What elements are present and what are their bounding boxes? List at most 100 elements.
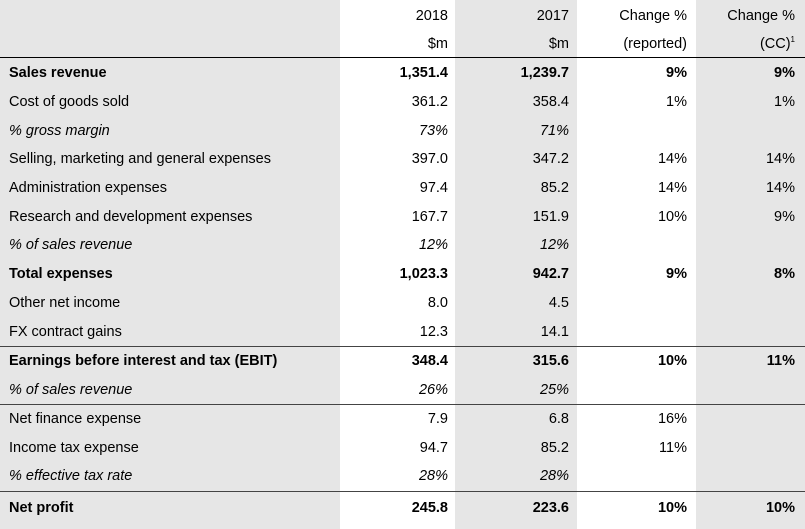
header-row-years: 2018 2017 Change % Change % [0, 2, 805, 31]
header-unit-reported: (reported) [623, 36, 687, 52]
value-2018: 94.7 [419, 440, 448, 456]
value-2017: 14.1 [540, 324, 569, 340]
col-reported-bg [577, 0, 696, 529]
value-2017: 25% [539, 382, 569, 398]
value-2018: 28% [418, 468, 448, 484]
value-2018: 73% [418, 123, 448, 139]
change-cc [696, 289, 795, 318]
value-2017: 71% [539, 123, 569, 139]
table-row: % effective tax rate 28% 28% [0, 462, 805, 491]
change-cc [696, 405, 795, 434]
change-cc: 9% [774, 65, 795, 81]
header-change-cc: Change % [727, 8, 795, 24]
row-label: FX contract gains [9, 324, 122, 340]
value-2018: 12.3 [419, 324, 448, 340]
table-row: Net profit 245.8 223.6 10% 10% [0, 493, 805, 523]
table-row: FX contract gains 12.3 14.1 [0, 318, 805, 347]
change-reported: 14% [657, 151, 687, 167]
table-row: Net finance expense 7.9 6.8 16% [0, 405, 805, 434]
row-label: Research and development expenses [9, 209, 253, 225]
change-cc: 14% [765, 180, 795, 196]
value-2017: 358.4 [532, 94, 569, 110]
table-row: Cost of goods sold 361.2 358.4 1% 1% [0, 88, 805, 117]
row-label: % effective tax rate [9, 468, 133, 484]
table-row: Earnings before interest and tax (EBIT) 3… [0, 347, 805, 376]
value-2017: 85.2 [540, 180, 569, 196]
finance-rule [0, 404, 805, 405]
row-label: Sales revenue [9, 65, 107, 81]
value-2018: 348.4 [411, 353, 448, 369]
value-2017: 85.2 [540, 440, 569, 456]
row-label: Selling, marketing and general expenses [9, 151, 271, 167]
change-cc [696, 376, 795, 405]
value-2017: 28% [539, 468, 569, 484]
table-row: Sales revenue 1,351.4 1,239.7 9% 9% [0, 59, 805, 88]
table-row: Income tax expense 94.7 85.2 11% [0, 434, 805, 463]
change-reported: 1% [666, 94, 687, 110]
row-label: % gross margin [9, 123, 110, 139]
row-label: Total expenses [9, 266, 113, 282]
header-2017: 2017 [536, 8, 569, 24]
col-2017-bg [455, 0, 577, 529]
change-cc [696, 117, 795, 146]
change-cc: 1% [774, 94, 795, 110]
change-reported [577, 376, 687, 405]
table-row: % of sales revenue 12% 12% [0, 231, 805, 260]
change-reported [577, 231, 687, 260]
value-2017: 347.2 [532, 151, 569, 167]
value-2018: 97.4 [419, 180, 448, 196]
change-reported: 14% [657, 180, 687, 196]
table-row: Total expenses 1,023.3 942.7 9% 8% [0, 260, 805, 289]
header-cc-footnote: 1 [790, 35, 795, 45]
ebit-rule [0, 346, 805, 347]
change-reported [577, 318, 687, 347]
change-reported: 9% [666, 266, 687, 282]
header-unit-2018: $m [427, 36, 448, 52]
value-2018: 12% [418, 237, 448, 253]
header-rule [0, 57, 805, 58]
header-unit-2017: $m [548, 36, 569, 52]
header-change-reported: Change % [619, 8, 687, 24]
value-2018: 26% [418, 382, 448, 398]
value-2017: 223.6 [532, 500, 569, 516]
value-2018: 1,023.3 [399, 266, 448, 282]
row-label: Cost of goods sold [9, 94, 130, 110]
change-reported: 11% [659, 440, 687, 456]
table-row: Research and development expenses 167.7 15… [0, 203, 805, 232]
net-profit-rule [0, 491, 805, 492]
header-row-units: $m $m (reported) (CC)1 [0, 30, 805, 59]
value-2017: 151.9 [532, 209, 569, 225]
change-cc: 14% [765, 151, 795, 167]
row-label: Net profit [9, 500, 74, 516]
row-label: Earnings before interest and tax (EBIT) [9, 353, 278, 369]
value-2018: 1,351.4 [399, 65, 448, 81]
change-reported: 16% [657, 411, 687, 427]
change-cc: 11% [766, 353, 795, 369]
value-2018: 167.7 [411, 209, 448, 225]
header-cc-text: (CC) [759, 36, 791, 52]
value-2017: 942.7 [532, 266, 569, 282]
row-label: % of sales revenue [9, 237, 133, 253]
table-row: Selling, marketing and general expenses 3… [0, 145, 805, 174]
change-cc: 9% [774, 209, 795, 225]
col-2018-bg [340, 0, 455, 529]
row-label: Other net income [9, 295, 121, 311]
change-cc [696, 462, 795, 491]
row-label: Income tax expense [9, 440, 139, 456]
value-2017: 1,239.7 [520, 65, 569, 81]
change-cc [696, 434, 795, 463]
change-cc [696, 318, 795, 347]
value-2017: 315.6 [532, 353, 569, 369]
change-reported: 10% [657, 500, 687, 516]
value-2018: 8.0 [427, 295, 448, 311]
value-2018: 245.8 [411, 500, 448, 516]
label-column-bg [0, 0, 340, 529]
table-row: Other net income 8.0 4.5 [0, 289, 805, 318]
value-2018: 397.0 [411, 151, 448, 167]
row-label: % of sales revenue [9, 382, 133, 398]
value-2018: 7.9 [427, 411, 448, 427]
change-reported [577, 289, 687, 318]
table-row: Administration expenses 97.4 85.2 14% 14% [0, 174, 805, 203]
value-2017: 6.8 [548, 411, 569, 427]
